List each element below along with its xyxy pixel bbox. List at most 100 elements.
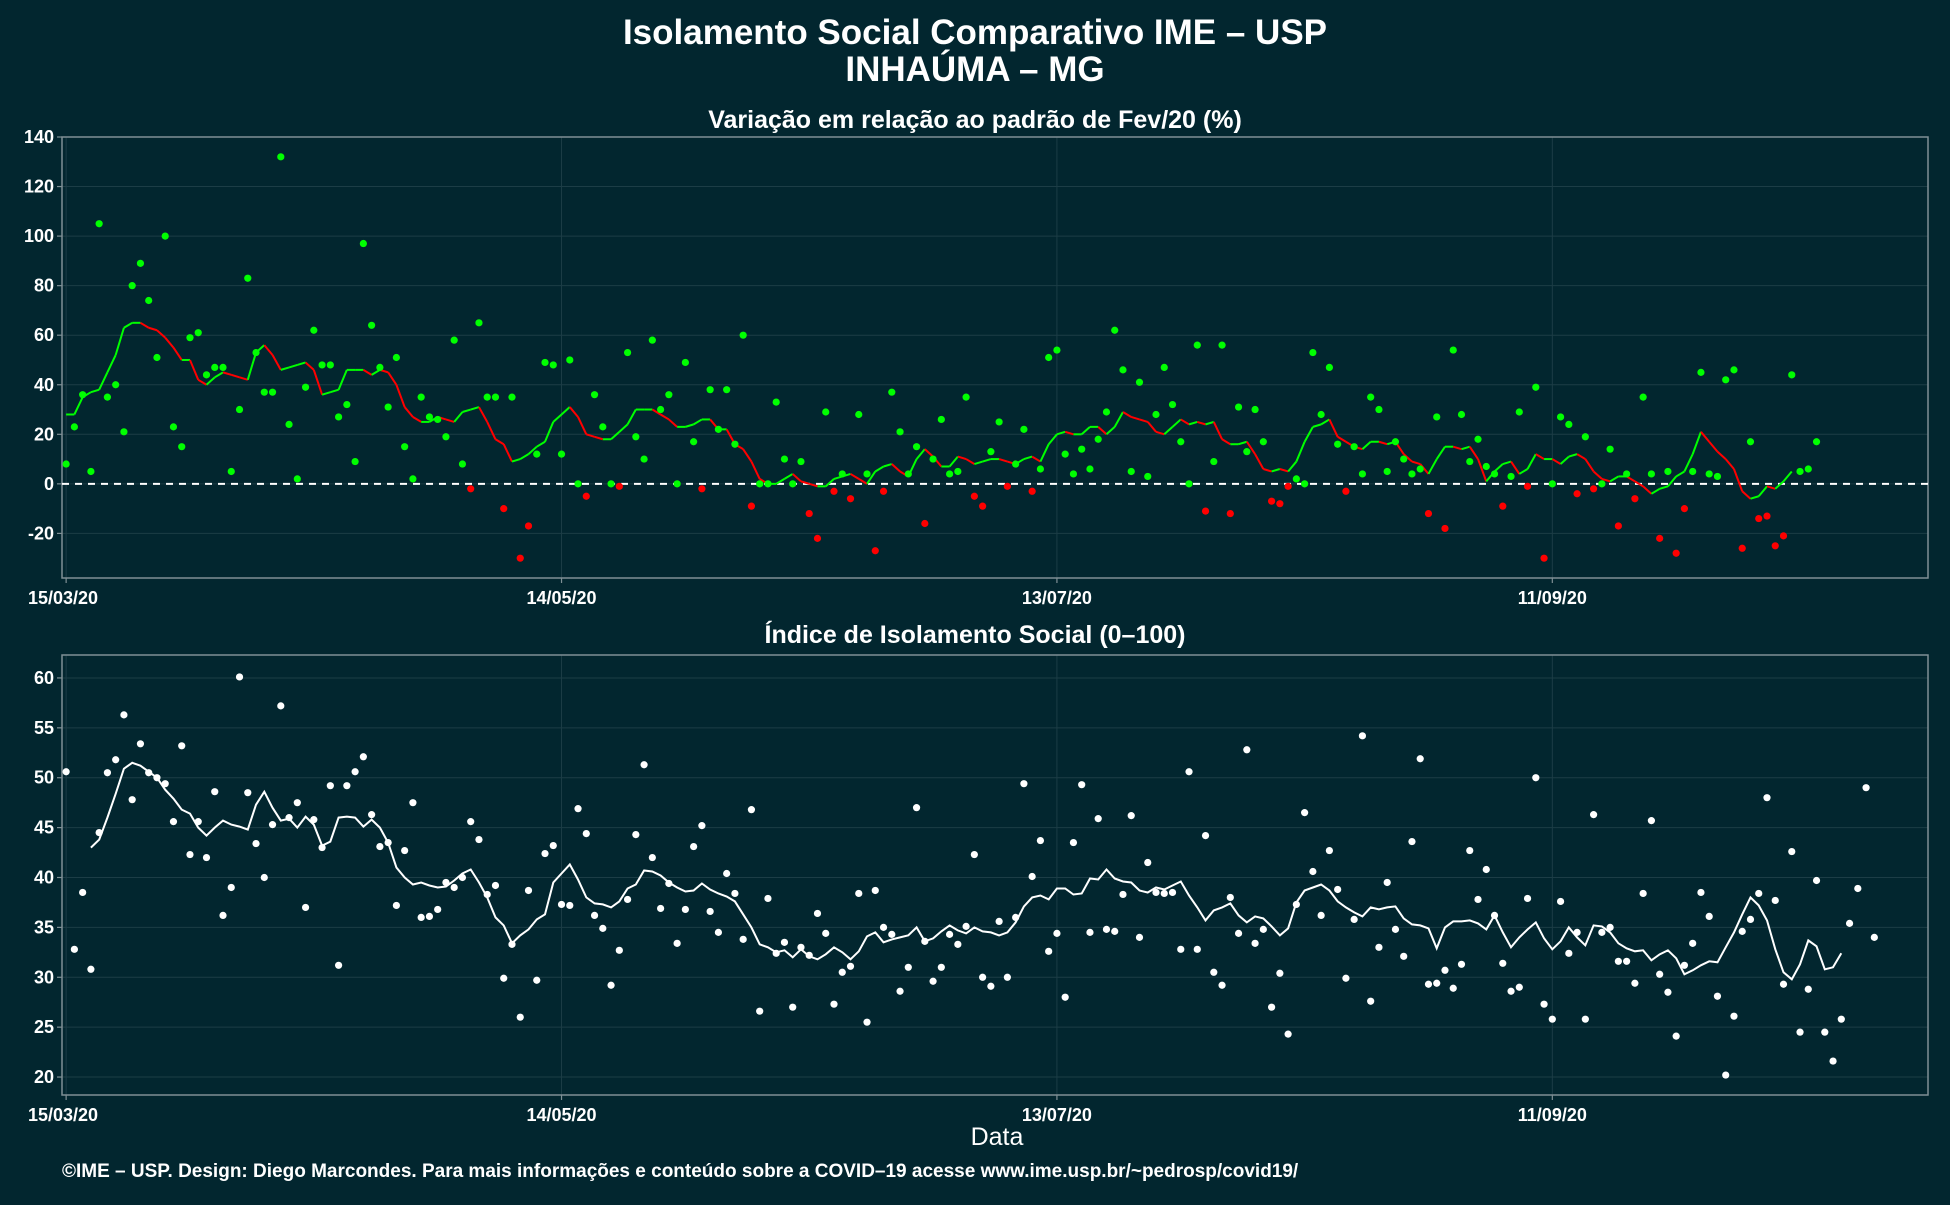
data-point	[1416, 465, 1424, 473]
data-point	[1012, 460, 1020, 468]
moving-average-segment	[1221, 438, 1231, 446]
data-point	[1548, 1015, 1556, 1023]
data-point	[772, 949, 780, 957]
data-point	[194, 818, 202, 826]
data-point	[1804, 465, 1812, 473]
data-point	[1457, 960, 1466, 968]
moving-average-segment	[478, 406, 489, 423]
data-point	[500, 505, 508, 513]
moving-average-segment	[808, 482, 818, 488]
data-point	[368, 811, 376, 819]
x-tick-label: 13/07/20	[1022, 588, 1092, 608]
data-point	[351, 457, 359, 466]
data-point	[1094, 435, 1102, 443]
data-point	[1325, 363, 1333, 372]
moving-average-segment	[594, 435, 604, 441]
moving-average-segment	[453, 411, 464, 423]
moving-average-segment	[651, 408, 662, 416]
data-point	[937, 415, 945, 424]
data-point	[1358, 732, 1367, 740]
data-point	[1449, 984, 1457, 992]
data-point	[1507, 987, 1515, 995]
data-point	[1441, 966, 1449, 974]
data-point	[145, 296, 153, 305]
data-point	[1771, 896, 1779, 905]
data-point	[1177, 945, 1185, 953]
data-point	[1391, 438, 1400, 446]
moving-average-segment	[1328, 419, 1339, 438]
moving-average-segment	[1081, 426, 1091, 436]
data-point	[1490, 911, 1499, 920]
data-point	[557, 450, 566, 458]
data-point	[780, 455, 789, 463]
data-point	[1383, 878, 1391, 887]
data-point	[293, 475, 301, 483]
data-point	[970, 492, 978, 500]
moving-average-segment	[73, 396, 84, 415]
data-point	[541, 358, 549, 367]
moving-average-segment	[536, 440, 546, 448]
data-point	[1342, 974, 1350, 982]
data-point	[326, 361, 334, 369]
moving-average-segment	[1634, 480, 1644, 488]
data-point	[615, 946, 623, 954]
data-point	[979, 502, 987, 510]
data-point	[103, 393, 112, 401]
data-point	[1515, 408, 1523, 416]
moving-average-segment	[849, 473, 860, 480]
data-point	[954, 467, 962, 476]
data-point	[1334, 885, 1342, 894]
moving-average-segment	[1146, 421, 1157, 433]
moving-average-segment	[742, 448, 753, 463]
data-point	[1656, 534, 1664, 542]
data-point	[1102, 925, 1111, 933]
data-point	[1350, 915, 1358, 923]
data-point	[1664, 467, 1672, 476]
data-point	[1020, 425, 1028, 433]
moving-average-segment	[123, 321, 133, 329]
moving-average-segment	[403, 406, 414, 418]
moving-average-segment	[1733, 468, 1744, 492]
data-point	[211, 788, 219, 796]
data-point	[1036, 465, 1045, 473]
data-point	[962, 922, 970, 930]
data-point	[1490, 470, 1499, 478]
data-point	[954, 940, 962, 948]
data-point	[1350, 443, 1358, 451]
y-tick-label: 60	[34, 325, 54, 345]
moving-average-segment	[246, 352, 257, 381]
moving-average-segment	[1130, 416, 1140, 421]
data-point	[1358, 470, 1367, 478]
data-point	[1449, 346, 1457, 354]
data-point	[153, 774, 161, 782]
data-point	[1746, 915, 1755, 923]
data-point	[1697, 888, 1705, 897]
data-point	[384, 403, 392, 411]
moving-average-segment	[1303, 426, 1314, 443]
data-point	[681, 905, 689, 914]
data-point	[533, 976, 541, 984]
data-point	[318, 843, 326, 852]
moving-average-segment	[883, 463, 893, 468]
moving-average-segment	[1435, 446, 1446, 460]
data-point	[219, 363, 227, 372]
moving-average-segment	[825, 478, 835, 488]
moving-average-segment	[1271, 468, 1281, 473]
index-panel: 20 25 30 35 40 45 50 55 60 15/03/20 14/05/20 13/07/…	[28, 654, 1929, 1125]
moving-average-segment	[544, 421, 555, 443]
moving-average-segment	[924, 448, 934, 458]
data-point	[351, 768, 359, 776]
data-point	[921, 937, 929, 945]
data-point	[772, 398, 780, 406]
data-point	[1069, 470, 1078, 478]
data-point	[1680, 961, 1689, 969]
data-point	[822, 929, 830, 937]
data-point	[524, 522, 533, 530]
data-point	[1590, 811, 1598, 819]
moving-average-segment	[1782, 470, 1793, 483]
data-point	[145, 769, 153, 777]
data-point	[1078, 445, 1086, 453]
data-point	[739, 935, 747, 943]
data-point	[797, 457, 805, 466]
y-tick-label: 45	[34, 818, 54, 838]
